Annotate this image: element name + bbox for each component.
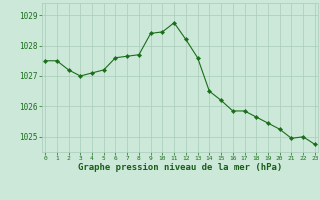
X-axis label: Graphe pression niveau de la mer (hPa): Graphe pression niveau de la mer (hPa): [78, 163, 282, 172]
